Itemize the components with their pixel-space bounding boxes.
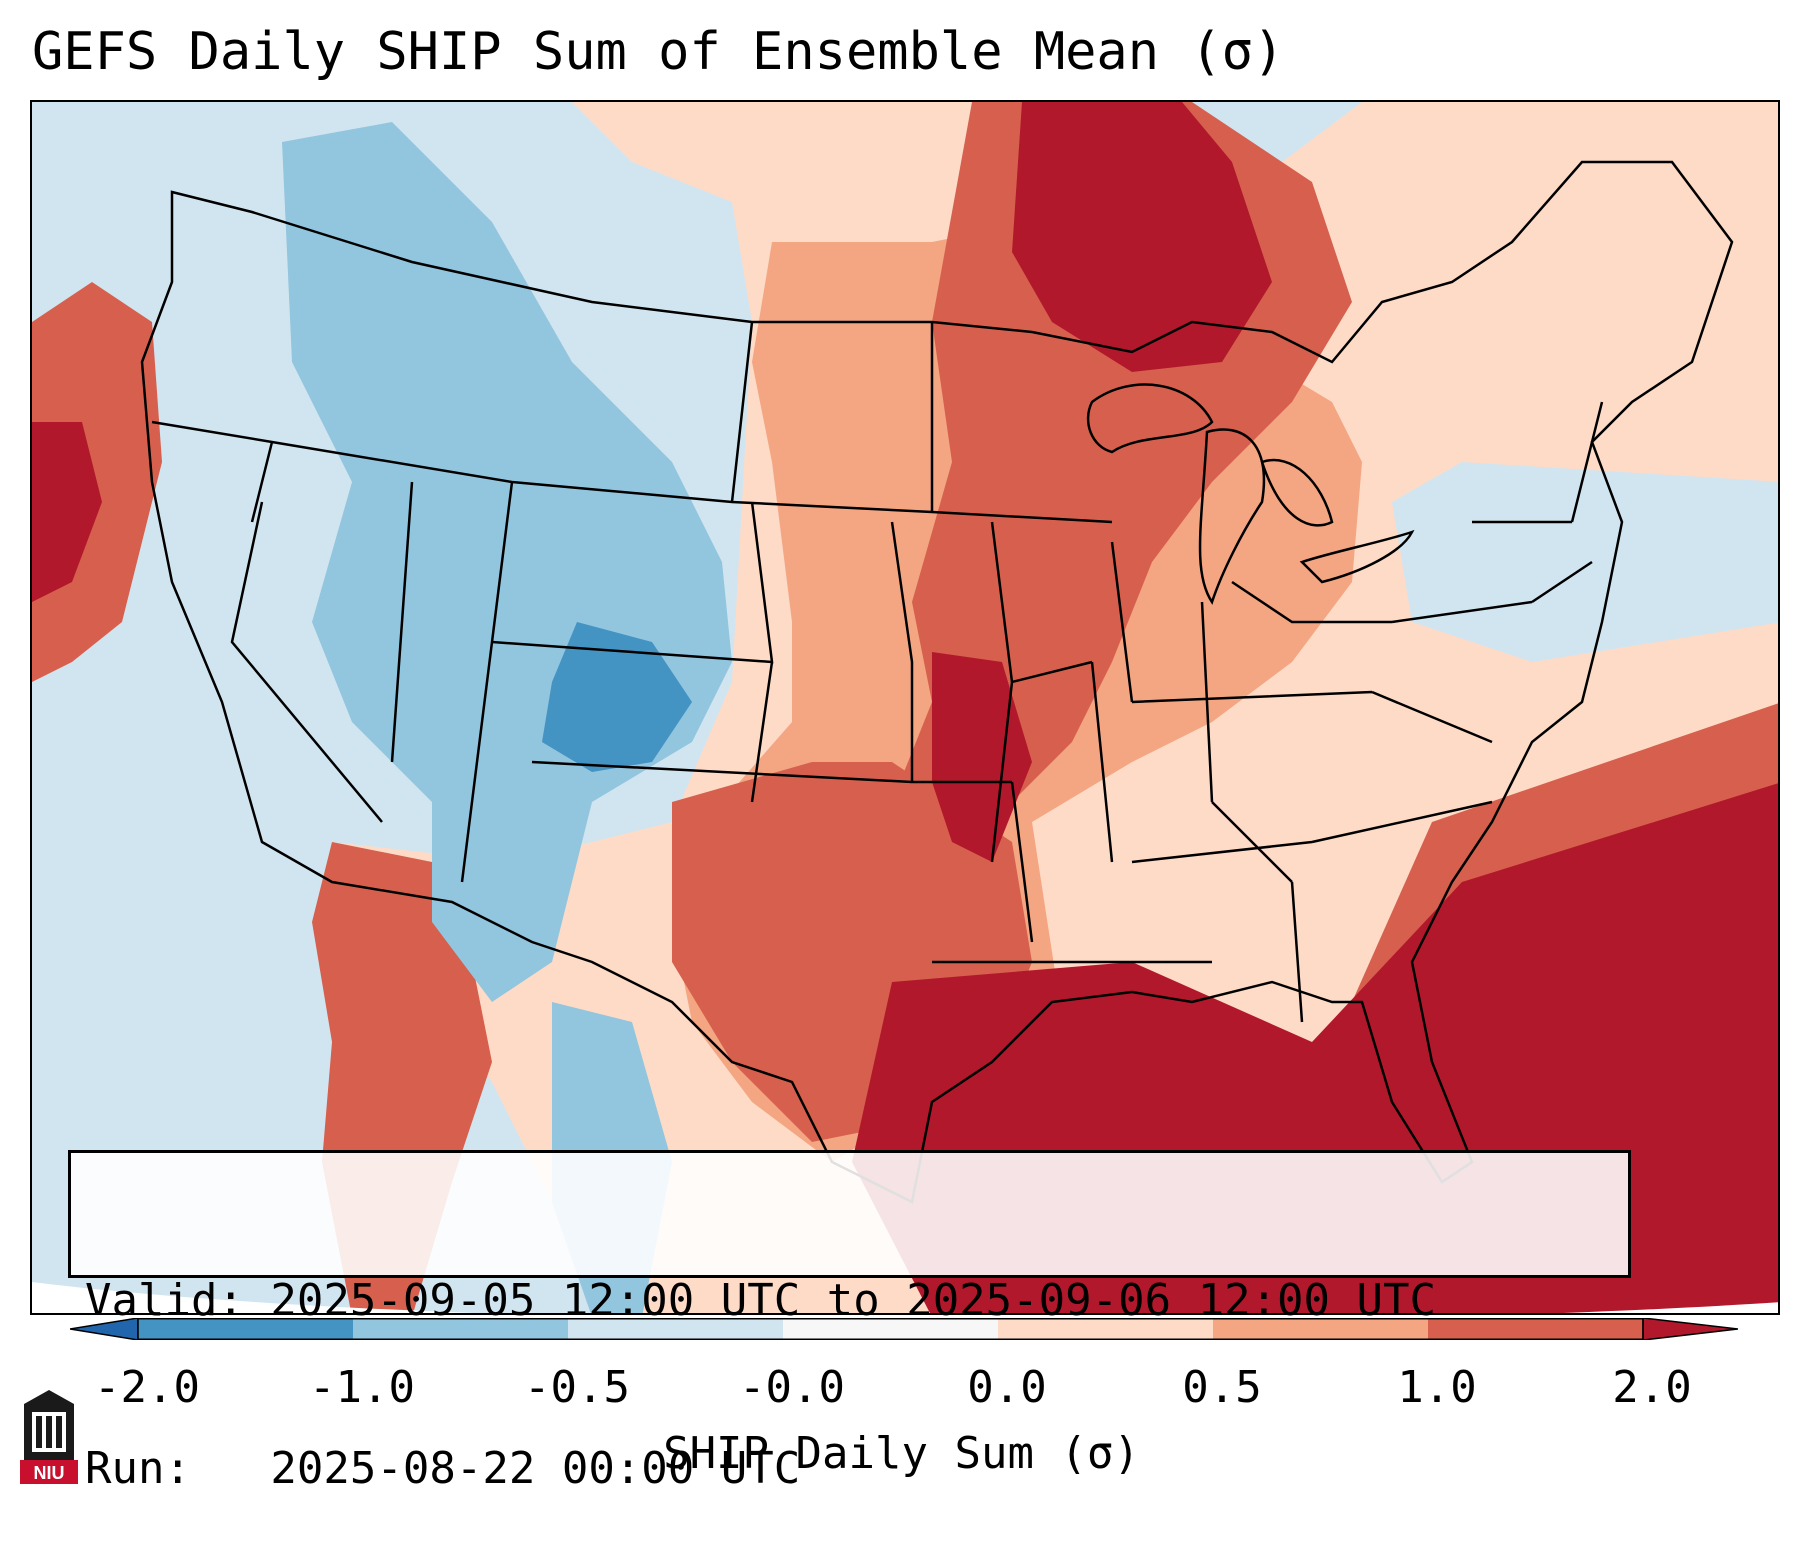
colorbar-outline [137,1318,1644,1340]
colorbar-tick-label: 2.0 [1612,1362,1692,1413]
colorbar-bin-6 [1213,1318,1428,1340]
logo-text: NIU [34,1463,65,1483]
colorbar-extend-right [1642,1318,1738,1340]
colorbar-tick-label: 0.5 [1182,1362,1262,1413]
map-canvas [32,102,1778,1313]
colorbar-tick-label: -0.0 [739,1362,845,1413]
valid-time-text: Valid: 2025-09-05 12:00 UTC to 2025-09-0… [85,1275,1437,1326]
colorbar-bin-4 [783,1318,998,1340]
colorbar-extend-left [70,1318,139,1340]
niu-logo: NIU [20,1390,78,1484]
state-lines [151,321,1604,1023]
cool-field-rockies [282,122,732,1002]
dark-red-field-plains [932,652,1032,862]
projection-edge [32,1282,1778,1313]
colorbar-bin-3 [568,1318,783,1340]
colorbar-tick-label: -2.0 [94,1362,200,1413]
colorbar [70,1318,1738,1340]
colorbar-tick-label: 1.0 [1397,1362,1477,1413]
colorbar-tick-label: 0.0 [967,1362,1047,1413]
great-lakes [1086,383,1415,605]
colorbar-tick-label: -0.5 [524,1362,630,1413]
pacific-dark-red-field [32,422,102,602]
run-time-text: Run: 2025-08-22 00:00 UTC [85,1443,801,1494]
valid-run-box: Valid: 2025-09-05 12:00 UTC to 2025-09-0… [68,1150,1631,1494]
us-outline [140,160,1734,1204]
colorbar-bin-7 [1428,1318,1643,1340]
colorbar-bin-1 [138,1318,353,1340]
colorbar-tick-label: -1.0 [309,1362,415,1413]
cold-field-colorado [542,622,692,772]
colorbar-bin-2 [353,1318,568,1340]
chart-title: GEFS Daily SHIP Sum of Ensemble Mean (σ) [32,22,1285,82]
dark-red-field-north [1012,102,1272,372]
colorbar-bin-5 [998,1318,1213,1340]
colorbar-label: SHIP Daily Sum (σ) [663,1428,1140,1479]
map-panel [30,100,1780,1315]
